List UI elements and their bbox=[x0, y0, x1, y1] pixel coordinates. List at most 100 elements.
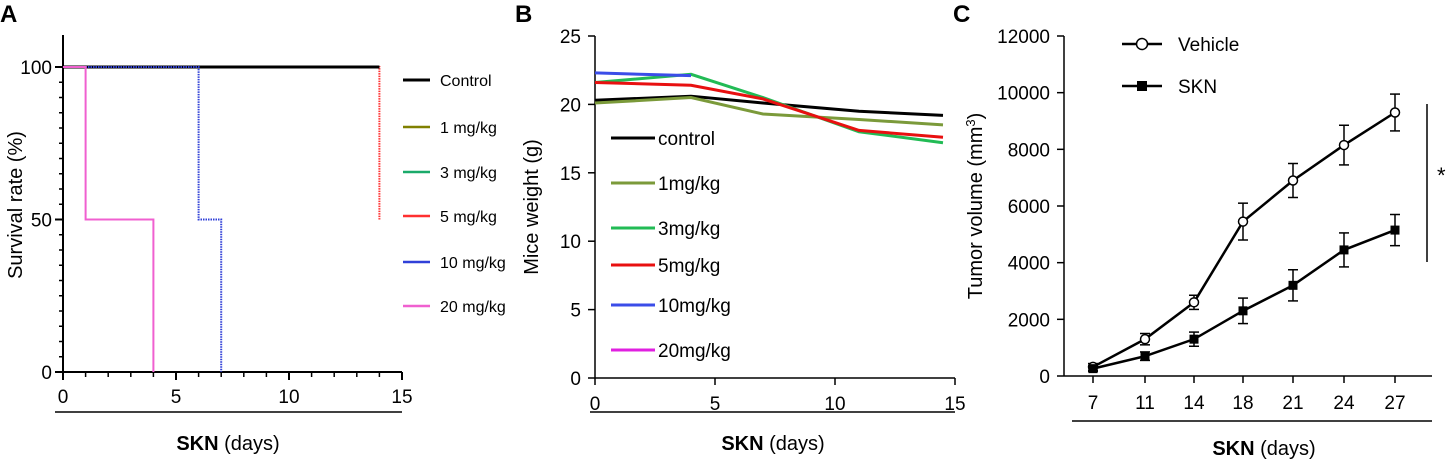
panel-c-significance: * bbox=[1426, 104, 1446, 262]
series-10-mg-kg bbox=[63, 66, 223, 372]
y-tick-label: 4000 bbox=[1008, 254, 1050, 275]
panel-c-x-label-rest: (days) bbox=[1255, 438, 1316, 460]
legend-label: 3mg/kg bbox=[658, 219, 720, 240]
y-tick-label: 10 bbox=[560, 232, 581, 253]
vehicle-point bbox=[1237, 216, 1249, 227]
legend-label: 3 mg/kg bbox=[440, 165, 497, 182]
legend-label: 10mg/kg bbox=[658, 296, 731, 317]
x-tick-label: 18 bbox=[1232, 393, 1253, 414]
panel-a-x-label: SKN (days) bbox=[176, 433, 279, 455]
panel-a-y-label: Survival rate (%) bbox=[5, 131, 27, 279]
legend-label: Vehicle bbox=[1178, 35, 1239, 56]
x-tick-label: 24 bbox=[1333, 393, 1355, 414]
vehicle-point bbox=[1338, 139, 1350, 151]
legend-label: 20mg/kg bbox=[658, 341, 731, 362]
y-tick-label: 25 bbox=[560, 27, 581, 48]
series-10mg-kg bbox=[594, 71, 692, 78]
panel-a-letter: A bbox=[0, 1, 17, 28]
panel-b-y-ticks: 0 5 10 15 20 25 bbox=[560, 27, 595, 390]
skn-point bbox=[1288, 280, 1298, 290]
x-tick-label: 0 bbox=[58, 387, 69, 408]
y-tick-label: 8000 bbox=[1008, 140, 1050, 161]
legend-label: 1mg/kg bbox=[658, 174, 720, 195]
x-tick-label: 5 bbox=[710, 394, 721, 415]
series-1mg-kg bbox=[594, 96, 944, 127]
y-tick-label: 15 bbox=[560, 164, 581, 185]
vehicle-point bbox=[1287, 175, 1299, 186]
skn-point bbox=[1339, 245, 1349, 255]
panel-c-y-ticks: 0 2000 4000 6000 8000 10000 12000 bbox=[997, 27, 1064, 388]
legend-open-circle-marker bbox=[1135, 37, 1149, 51]
x-tick-label: 21 bbox=[1282, 393, 1303, 414]
panel-c-legend: Vehicle SKN bbox=[1122, 35, 1239, 98]
skn-point bbox=[1140, 351, 1150, 361]
y-tick-label: 20 bbox=[560, 95, 581, 116]
x-tick-label: 7 bbox=[1088, 393, 1099, 414]
panel-b-y-label: Mice weight (g) bbox=[521, 139, 543, 275]
x-tick-label: 10 bbox=[824, 394, 845, 415]
y-tick-label: 50 bbox=[31, 211, 52, 232]
panel-c-series bbox=[1087, 93, 1401, 374]
legend-label: control bbox=[658, 129, 715, 150]
x-tick-label: 14 bbox=[1183, 393, 1205, 414]
panel-b-x-label-rest: (days) bbox=[764, 433, 825, 455]
y-tick-label: 2000 bbox=[1008, 310, 1050, 331]
skn-point bbox=[1088, 364, 1098, 374]
panel-c-y-label: Tumor volume (mm3) bbox=[963, 113, 988, 300]
y-tick-label: 12000 bbox=[997, 27, 1050, 48]
y-tick-label: 0 bbox=[570, 369, 581, 390]
significance-star: * bbox=[1437, 163, 1446, 188]
panel-a-x-label-rest: (days) bbox=[219, 433, 280, 455]
legend-label: 5 mg/kg bbox=[440, 209, 497, 226]
legend-label: 5mg/kg bbox=[658, 256, 720, 277]
panel-c-axes bbox=[1063, 36, 1432, 377]
panel-b-letter: B bbox=[515, 1, 532, 28]
y-tick-label: 10000 bbox=[997, 84, 1050, 105]
panel-c-x-label-bold: SKN bbox=[1212, 438, 1254, 460]
panel-b-x-ticks: 0 5 10 15 bbox=[590, 378, 966, 415]
panel-c-letter: C bbox=[953, 1, 970, 28]
x-tick-label: 0 bbox=[590, 394, 601, 415]
vehicle-point bbox=[1139, 333, 1151, 345]
legend-label: 20 mg/kg bbox=[440, 299, 506, 316]
x-tick-label: 15 bbox=[391, 387, 412, 408]
panel-a-legend: Control 1 mg/kg 3 mg/kg 5 mg/kg 10 mg/kg 20 m… bbox=[403, 73, 506, 316]
y-tick-label: 0 bbox=[41, 363, 52, 384]
legend-label: 1 mg/kg bbox=[440, 120, 497, 137]
panel-b: B 0 5 10 15 20 25 0 5 10 15 control 1mg/kg 3mg/kg 5… bbox=[515, 1, 966, 455]
y-tick-label: 100 bbox=[20, 58, 52, 79]
panel-a-x-label-bold: SKN bbox=[176, 433, 218, 455]
series-5mg-kg bbox=[594, 81, 944, 139]
panel-b-axes bbox=[594, 36, 955, 379]
panel-a-axes bbox=[62, 35, 402, 373]
skn-point bbox=[1189, 334, 1199, 344]
series-control bbox=[594, 94, 944, 117]
panel-c-y-label-end: ) bbox=[965, 113, 987, 120]
panel-c: C 0 2000 4000 6000 8000 10000 12000 7 11 14 18 21 2… bbox=[953, 1, 1446, 460]
y-tick-label: 6000 bbox=[1008, 197, 1050, 218]
legend-filled-square-marker bbox=[1137, 81, 1147, 91]
x-tick-label: 11 bbox=[1135, 393, 1155, 414]
panel-b-x-label: SKN (days) bbox=[721, 433, 824, 455]
vehicle-point bbox=[1389, 107, 1401, 118]
panel-a: A 0 50 100 0 5 10 15 Control 1 mg/kg 3 mg/kg 5 m… bbox=[0, 1, 506, 455]
skn-point bbox=[1390, 225, 1400, 235]
series-5-mg-kg bbox=[63, 66, 381, 220]
x-tick-label: 10 bbox=[278, 387, 299, 408]
panel-c-x-label: SKN (days) bbox=[1212, 438, 1315, 460]
vehicle-point bbox=[1188, 297, 1200, 308]
panel-a-series bbox=[63, 65, 381, 372]
legend-label: 10 mg/kg bbox=[440, 255, 506, 272]
series-skn-line bbox=[1092, 228, 1396, 370]
panel-b-x-label-bold: SKN bbox=[721, 433, 763, 455]
skn-point bbox=[1238, 306, 1248, 316]
y-tick-label: 0 bbox=[1039, 367, 1050, 388]
panel-c-y-label-sup: 3 bbox=[963, 119, 978, 126]
x-tick-label: 15 bbox=[944, 394, 965, 415]
panel-a-y-ticks: 0 50 100 bbox=[20, 58, 63, 384]
y-tick-label: 5 bbox=[570, 301, 581, 322]
panel-c-x-ticks: 7 11 14 18 21 24 27 bbox=[1088, 376, 1406, 414]
legend-label: SKN bbox=[1178, 77, 1217, 98]
legend-label: Control bbox=[440, 73, 492, 90]
